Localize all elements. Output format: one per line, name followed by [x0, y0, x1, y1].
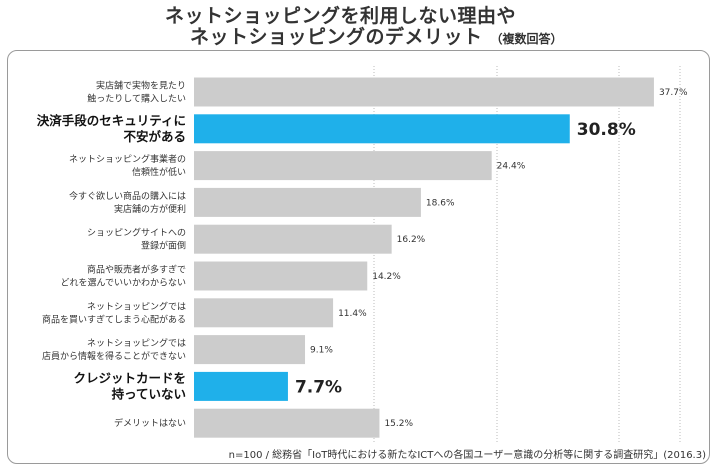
bar-layer — [194, 77, 654, 438]
value-label-6: 14.2% — [372, 272, 401, 282]
category-label-9: クレジットカードを持っていない — [73, 370, 186, 401]
bar-2 — [194, 114, 570, 144]
bar-1 — [194, 77, 654, 107]
value-label-4: 18.6% — [426, 198, 455, 208]
value-label-8: 9.1% — [310, 346, 333, 356]
source-note: n=100 / 総務省「IoT時代における新たなICTへの各国ユーザー意識の分析… — [228, 450, 706, 461]
chart-title-block: ネットショッピングを利用しない理由や ネットショッピングのデメリット （複数回答） — [0, 0, 720, 48]
bar-10 — [194, 408, 380, 438]
category-label-10: デメリットはない — [114, 417, 186, 429]
category-label-6: 商品や販売者が多すぎでどれを選んでいいかわからない — [60, 264, 186, 289]
value-label-9: 7.7% — [295, 377, 342, 397]
bar-7 — [194, 298, 334, 328]
chart-title-line1: ネットショッピングを利用しない理由や — [165, 5, 517, 27]
chart-title-note: （複数回答） — [490, 32, 563, 46]
category-label-4: 今すぐ欲しい商品の購入には実店舗の方が便利 — [69, 190, 186, 215]
bar-9 — [194, 371, 288, 401]
chart-title-line2-text: ネットショッピングのデメリット — [190, 26, 483, 48]
bar-8 — [194, 335, 306, 365]
value-label-5: 16.2% — [397, 235, 426, 245]
category-label-3: ネットショッピング事業者の信頼性が低い — [69, 153, 186, 178]
bar-3 — [194, 151, 492, 181]
chart-title-line2: ネットショッピングのデメリット （複数回答） — [190, 22, 563, 49]
category-label-7: ネットショッピングでは商品を買いすぎてしまう心配がある — [42, 300, 186, 325]
grid-layer — [373, 66, 681, 444]
label-layer: 37.7% 実店舗で実物を見たり触ったりして購入したい 30.8% 決済手段のセキュリ… — [37, 80, 688, 430]
value-label-7: 11.4% — [338, 309, 367, 319]
bar-6 — [194, 261, 368, 291]
category-label-8: ネットショッピングでは店員から情報を得ることができない — [42, 337, 186, 362]
category-label-1: 実店舗で実物を見たり触ったりして購入したい — [87, 80, 186, 105]
value-label-10: 15.2% — [384, 419, 413, 429]
bar-4 — [194, 187, 421, 217]
value-label-1: 37.7% — [659, 88, 688, 98]
category-label-5: ショッピングサイトへの登録が面倒 — [87, 227, 186, 252]
bar-5 — [194, 224, 392, 254]
category-label-2: 決済手段のセキュリティに不安がある — [37, 113, 186, 144]
value-label-3: 24.4% — [497, 162, 526, 172]
value-label-2: 30.8% — [577, 120, 636, 140]
